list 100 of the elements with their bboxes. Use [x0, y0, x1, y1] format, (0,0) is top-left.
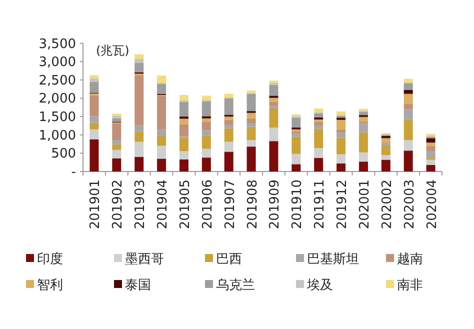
x-tick-label: 201905 — [178, 180, 193, 230]
x-tick-label: 201907 — [222, 180, 238, 230]
legend-label: 乌克兰 — [216, 278, 255, 293]
legend-label: 墨西哥 — [125, 252, 164, 267]
bar — [314, 148, 324, 158]
x-tick-label: 201908 — [245, 180, 260, 230]
bar — [134, 58, 144, 63]
bar — [314, 128, 324, 148]
bar — [314, 119, 324, 122]
bar — [90, 95, 99, 116]
x-tick-label: 202001 — [357, 180, 372, 230]
bar — [112, 116, 122, 118]
x-tick-label: 201906 — [200, 180, 216, 230]
bar — [246, 140, 256, 147]
x-tick-label: 202002 — [380, 180, 395, 230]
bar — [246, 118, 256, 124]
bar — [90, 82, 99, 93]
bar — [381, 155, 390, 160]
y-tick-label: 2,500 — [38, 73, 76, 88]
bar — [292, 154, 301, 164]
bar — [112, 144, 122, 150]
bar — [269, 85, 278, 96]
x-tick-label: 201902 — [110, 180, 126, 230]
bar — [426, 142, 436, 146]
y-tick-label: 500 — [51, 146, 76, 162]
x-tick-label: 201909 — [268, 180, 283, 230]
legend-label: 埃及 — [306, 278, 333, 293]
bar — [381, 138, 390, 142]
y-axis-title: (兆瓦) — [96, 43, 130, 58]
bar — [336, 132, 346, 138]
bar — [336, 138, 346, 154]
legend-label: 印度 — [37, 251, 63, 267]
bar — [314, 113, 324, 118]
y-tick-label: - — [71, 165, 76, 180]
bar — [404, 83, 413, 90]
bar — [246, 94, 256, 112]
bar — [336, 120, 346, 130]
bar — [157, 76, 166, 83]
bar — [202, 148, 211, 158]
legend-label: 巴基斯坦 — [307, 252, 359, 267]
bar — [314, 124, 324, 129]
bar — [90, 75, 99, 78]
bar — [179, 159, 188, 172]
bar — [179, 118, 188, 124]
bar — [157, 136, 166, 146]
bar — [404, 140, 413, 151]
bar — [134, 76, 144, 126]
bar — [358, 112, 368, 116]
legend-label: 巴西 — [216, 252, 242, 267]
bar — [358, 132, 368, 152]
bar — [336, 129, 346, 133]
bar — [404, 120, 413, 140]
legend-label: 泰国 — [125, 278, 151, 293]
bar — [358, 123, 368, 132]
bar — [202, 130, 211, 136]
bar — [426, 164, 436, 172]
bar — [90, 129, 99, 140]
bar — [179, 138, 188, 151]
bar — [292, 133, 301, 137]
x-tick-label: 201910 — [290, 180, 306, 230]
bar — [404, 94, 413, 104]
bar — [426, 160, 436, 165]
y-tick-label: 3,500 — [38, 36, 76, 52]
bar — [336, 163, 346, 172]
bar — [358, 116, 368, 122]
bar — [358, 162, 368, 172]
bar — [224, 120, 234, 125]
bar — [90, 122, 99, 130]
x-tick-label: 202003 — [402, 180, 418, 230]
legend-label: 南非 — [397, 278, 423, 293]
bar — [157, 158, 166, 172]
bar — [179, 150, 188, 160]
bar — [404, 150, 413, 172]
bar — [246, 112, 256, 118]
bar — [134, 132, 144, 142]
bar — [134, 54, 144, 59]
bar — [381, 136, 390, 138]
bar — [246, 126, 256, 140]
bar — [314, 122, 324, 125]
bar — [336, 111, 346, 115]
x-tick-label: 201901 — [88, 180, 104, 230]
bar — [292, 118, 301, 128]
bar — [157, 146, 166, 159]
bar — [134, 156, 144, 172]
bar — [426, 152, 436, 158]
bar — [202, 158, 211, 172]
x-tick-label: 201911 — [312, 180, 328, 230]
y-tick-label: 1,000 — [38, 128, 76, 144]
bar — [292, 164, 301, 172]
bar — [202, 135, 211, 149]
bar — [134, 142, 144, 157]
bar — [112, 118, 122, 122]
bar — [112, 140, 122, 144]
bar — [112, 150, 122, 158]
bar — [404, 104, 413, 110]
bar — [179, 94, 188, 100]
bar — [246, 146, 256, 172]
legend-label: 越南 — [397, 252, 423, 267]
bar — [112, 158, 122, 172]
bar — [224, 116, 234, 120]
